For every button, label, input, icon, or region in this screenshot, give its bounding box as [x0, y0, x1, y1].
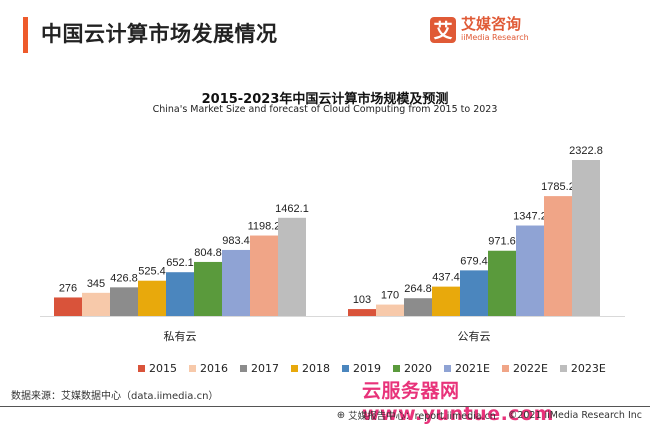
data-label: 1462.1	[275, 203, 309, 215]
legend-label: 2018	[302, 362, 330, 375]
logo-en-text: iiMedia Research	[461, 33, 529, 42]
bar-2019-0	[166, 272, 194, 316]
data-label: 437.4	[432, 272, 460, 284]
logo-cn-text: 艾媒咨询	[461, 15, 522, 33]
bar-2021E-1	[516, 225, 544, 316]
bar-2019-1	[460, 270, 488, 316]
legend-label: 2015	[149, 362, 177, 375]
bar-2020-0	[194, 261, 222, 316]
data-label: 652.1	[166, 257, 194, 269]
report-icon: ⊕	[336, 409, 346, 421]
legend-swatch	[189, 365, 196, 372]
legend-item-2018: 2018	[291, 362, 330, 375]
data-label: 2322.8	[569, 145, 603, 157]
bar-2017-0	[110, 287, 138, 316]
legend-item-2017: 2017	[240, 362, 279, 375]
bar-2018-0	[138, 280, 166, 316]
legend-swatch	[342, 365, 349, 372]
data-label: 1347.2	[513, 211, 547, 223]
watermark: 云服务器网 www.yuntue.com	[362, 380, 554, 425]
legend-item-2022E: 2022E	[501, 362, 548, 375]
chart-title: 2015-2023年中国云计算市场规模及预测	[201, 92, 449, 107]
legend-label: 2016	[200, 362, 228, 375]
category-label: 公有云	[458, 329, 491, 343]
legend-swatch	[393, 365, 400, 372]
bar-2022E-0	[250, 235, 278, 316]
legend-item-2023E: 2023E	[559, 362, 606, 375]
data-label: 264.8	[404, 283, 432, 295]
legend-item-2015: 2015	[138, 362, 177, 375]
title-accent-bar	[23, 17, 28, 53]
legend-label: 2022E	[512, 362, 548, 375]
category-label: 私有云	[164, 329, 197, 343]
iimedia-logo: 艾 艾媒咨询 iiMedia Research	[430, 16, 529, 43]
bar-2023E-1	[572, 160, 600, 316]
data-label: 1198.2	[248, 221, 281, 233]
bar-2015-1	[348, 309, 376, 316]
data-label: 170	[381, 290, 399, 302]
legend-item-2021E: 2021E	[444, 362, 490, 375]
legend-label: 2017	[251, 362, 279, 375]
bar-2017-1	[404, 298, 432, 316]
legend-label: 2021E	[455, 362, 490, 375]
legend-swatch	[444, 365, 451, 372]
bar-2020-1	[488, 250, 516, 316]
legend-swatch	[501, 365, 509, 372]
logo-mark-icon: 艾	[430, 16, 456, 43]
chart-subtitle: China's Market Size and forecast of Clou…	[152, 104, 498, 115]
page-title: 中国云计算市场发展情况	[41, 22, 278, 46]
data-source: 数据来源：艾媒数据中心（data.iimedia.cn）	[11, 391, 219, 402]
bar-2016-0	[82, 292, 110, 316]
data-label: 525.4	[138, 266, 166, 278]
bar-2021E-0	[222, 249, 250, 316]
data-label: 426.8	[110, 272, 138, 284]
footer-copyright: ©2021 iiMedia Research Inc	[507, 409, 642, 421]
legend-swatch	[291, 365, 298, 372]
legend-swatch	[559, 365, 567, 372]
legend-label: 2023E	[570, 362, 606, 375]
data-label: 1785.2	[541, 181, 575, 193]
bar-2018-1	[432, 286, 460, 316]
data-label: 276	[59, 282, 77, 294]
data-label: 103	[353, 294, 371, 306]
bar-2023E-0	[278, 217, 306, 316]
data-label: 804.8	[194, 247, 222, 259]
legend-item-2019: 2019	[342, 362, 381, 375]
legend-swatch	[240, 365, 247, 372]
data-label: 983.4	[222, 235, 250, 247]
footer: ⊕ 艾媒报告中心：report.iimedia.cn ©2021 iiMedia…	[336, 408, 642, 423]
footer-divider	[0, 406, 650, 407]
legend-item-2016: 2016	[189, 362, 228, 375]
data-label: 679.4	[460, 255, 488, 267]
data-label: 345	[87, 278, 105, 290]
footer-report-link[interactable]: 艾媒报告中心：report.iimedia.cn	[348, 411, 496, 422]
data-label: 971.6	[488, 236, 516, 248]
bar-2016-1	[376, 304, 404, 316]
bar-2015-0	[54, 297, 82, 316]
bar-2022E-1	[544, 196, 572, 316]
legend-swatch	[138, 365, 145, 372]
legend-item-2020: 2020	[393, 362, 432, 375]
chart-legend: 2015 2016 2017 2018 2019 2020 2021E 2022E 2023E	[138, 362, 618, 375]
legend-label: 2019	[353, 362, 381, 375]
legend-label: 2020	[404, 362, 432, 375]
